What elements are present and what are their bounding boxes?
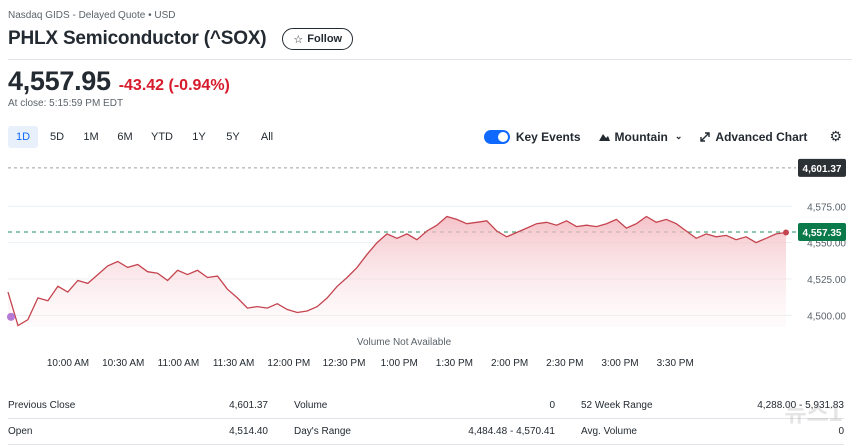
mountain-icon <box>598 133 610 141</box>
last-point-marker <box>783 229 789 236</box>
x-tick-label: 11:00 AM <box>158 358 200 369</box>
x-tick-label: 12:30 PM <box>323 358 366 369</box>
watermark: 뉴스1 <box>784 400 842 427</box>
y-tick-label: 4,550.00 <box>807 239 846 250</box>
range-tab-5d[interactable]: 5D <box>49 131 65 143</box>
range-tab-1y[interactable]: 1Y <box>192 131 206 143</box>
market-time: At close: 5:15:59 PM EDT <box>8 98 124 109</box>
range-tab-all[interactable]: All <box>260 131 274 143</box>
advanced-chart-label: Advanced Chart <box>715 129 808 144</box>
stats-table: Previous Close 4,601.37 Volume 0 52 Week Ran… <box>8 393 844 445</box>
key-events-toggle[interactable] <box>483 129 510 144</box>
stat-value: 0 <box>549 400 555 411</box>
x-tick-label: 2:00 PM <box>491 358 528 369</box>
header-divider <box>8 59 852 60</box>
previous-close-label: 4,601.37 <box>803 164 842 175</box>
x-tick-label: 12:00 PM <box>267 358 310 369</box>
follow-button[interactable]: ☆ Follow <box>282 28 354 50</box>
stats-row: Previous Close 4,601.37 Volume 0 52 Week Ran… <box>8 393 844 419</box>
x-tick-label: 10:30 AM <box>102 358 144 369</box>
price-area <box>8 216 786 327</box>
page-title: PHLX Semiconductor (^SOX) <box>8 28 267 49</box>
range-tab-1m[interactable]: 1M <box>83 131 99 143</box>
y-tick-label: 4,525.00 <box>807 275 846 286</box>
chart-type-selector[interactable]: Mountain ⌄ <box>598 129 683 144</box>
stat-value: 4,514.40 <box>229 426 268 437</box>
range-tabs: 1D 5D 1M 6M YTD 1Y 5Y All <box>8 126 286 148</box>
stat-value: 0 <box>838 426 844 437</box>
range-tab-ytd[interactable]: YTD <box>151 131 173 143</box>
stat-label: Avg. Volume <box>581 426 637 437</box>
toggle-knob <box>497 131 508 142</box>
current-price: 4,557.95 <box>8 66 111 96</box>
chart-type-label: Mountain <box>614 129 668 144</box>
event-marker[interactable] <box>7 312 15 321</box>
x-tick-label: 11:30 AM <box>213 358 255 369</box>
price-change: -43.42 (-0.94%) <box>118 77 230 94</box>
stat-value: 4,601.37 <box>229 400 268 411</box>
price-line <box>7 215 787 327</box>
previous-close-badge <box>798 158 846 177</box>
follow-label: Follow <box>307 33 343 45</box>
key-events-label[interactable]: Key Events <box>515 129 581 144</box>
chart-toolbar: Key Events Mountain ⌄ Advanced Chart ⚙ <box>483 128 842 145</box>
last-price-label: 4,557.35 <box>803 228 842 239</box>
range-tab-6m[interactable]: 6M <box>117 131 133 143</box>
y-tick-label: 4,500.00 <box>807 311 846 322</box>
stat-label: Day's Range <box>294 426 351 437</box>
x-tick-label: 3:30 PM <box>657 358 694 369</box>
stat-value: 4,288.00 - 5,931.83 <box>757 400 844 411</box>
x-tick-label: 1:30 PM <box>436 358 473 369</box>
chevron-down-icon: ⌄ <box>674 131 683 141</box>
x-tick-label: 3:00 PM <box>601 358 638 369</box>
x-tick-label: 2:30 PM <box>546 358 583 369</box>
stat-label: 52 Week Range <box>581 400 653 411</box>
price-row: 4,557.95 -43.42 (-0.94%) <box>8 66 230 97</box>
range-tab-5y[interactable]: 5Y <box>226 131 240 143</box>
last-price-badge <box>798 222 846 241</box>
expand-icon <box>700 131 711 142</box>
exchange-label: Nasdaq GIDS - Delayed Quote • USD <box>8 10 176 21</box>
range-tab-1d[interactable]: 1D <box>8 126 38 148</box>
price-chart[interactable]: 4,575.00 4,550.00 4,525.00 4,500.00 4,601.37… <box>0 155 860 375</box>
stat-label: Previous Close <box>8 400 76 411</box>
stats-row: Open 4,514.40 Day's Range 4,484.48 - 4,570.… <box>8 419 844 445</box>
volume-note: Volume Not Available <box>357 337 452 348</box>
x-tick-label: 10:00 AM <box>47 358 89 369</box>
stat-label: Volume <box>294 400 328 411</box>
advanced-chart-link[interactable]: Advanced Chart <box>700 130 807 144</box>
y-tick-label: 4,575.00 <box>807 202 846 213</box>
stat-label: Open <box>8 426 33 437</box>
gear-icon[interactable]: ⚙ <box>829 128 842 144</box>
stat-value: 4,484.48 - 4,570.41 <box>468 426 555 437</box>
star-icon: ☆ <box>293 33 304 46</box>
title-row: PHLX Semiconductor (^SOX) ☆ Follow <box>8 28 354 50</box>
x-tick-label: 1:00 PM <box>381 358 418 369</box>
